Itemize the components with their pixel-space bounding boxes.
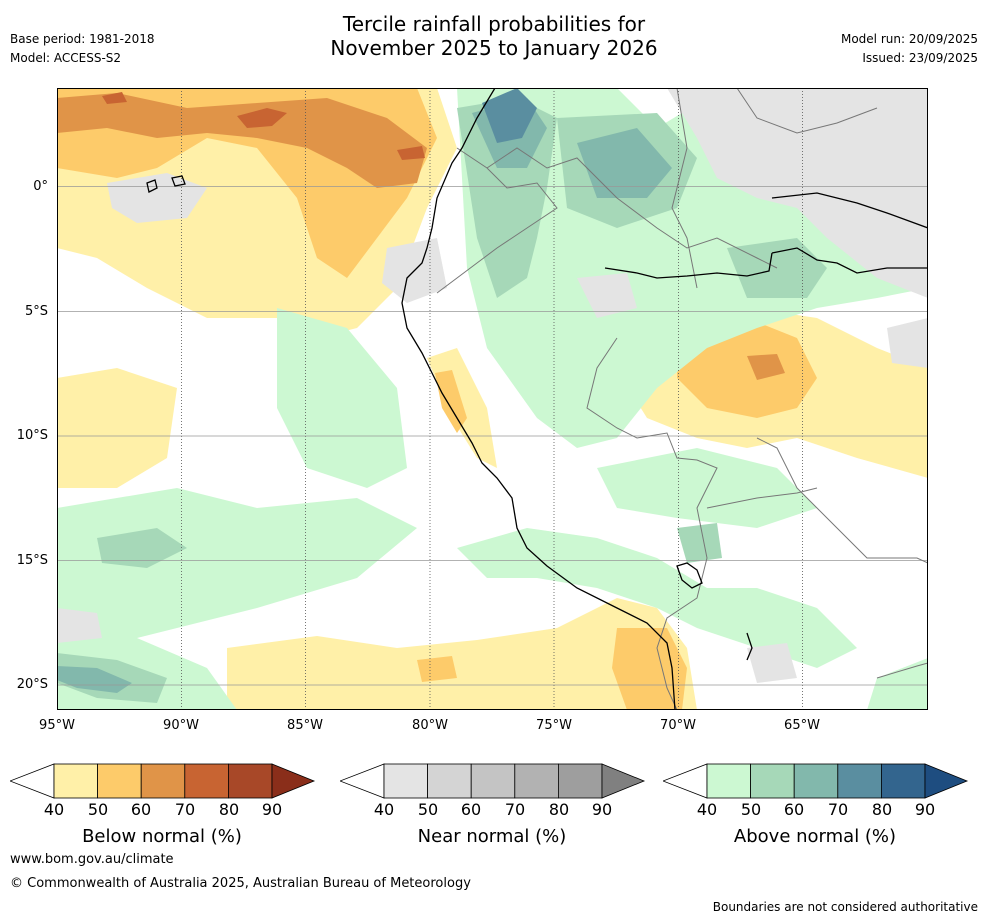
cbar-tick: 40 — [696, 800, 718, 819]
cbar-segment — [227, 763, 273, 799]
cbar-tick: 70 — [504, 800, 526, 819]
lat-label: 15°S — [16, 553, 48, 568]
near-normal-region — [747, 643, 797, 683]
below-normal-region — [57, 93, 427, 188]
disclaimer: Boundaries are not considered authoritat… — [712, 900, 978, 914]
lat-label: 0° — [33, 179, 48, 194]
cbar-segment — [184, 763, 229, 799]
cbar-segment — [140, 763, 186, 799]
near-normal-region — [57, 608, 102, 643]
above-normal-region — [677, 523, 722, 563]
model-run: Model run: 20/09/2025 — [840, 32, 978, 46]
lon-label: 80°W — [412, 718, 448, 733]
near-normal-label: Near normal (%) — [417, 826, 567, 847]
website-link[interactable]: www.bom.gov.au/climate — [10, 852, 174, 867]
cbar-segment — [706, 763, 751, 799]
lat-label: 10°S — [16, 428, 48, 443]
cbar-segment — [53, 763, 98, 799]
cbar-tick: 80 — [871, 800, 893, 819]
cbar-tick: 80 — [218, 800, 240, 819]
map-frame — [57, 88, 928, 710]
above-normal-region — [577, 128, 672, 198]
cbar-high-extend — [271, 763, 316, 799]
above-normal-region — [867, 658, 928, 710]
cbar-segment — [750, 763, 795, 799]
cbar-segment — [793, 763, 839, 799]
cbar-high-extend — [601, 763, 646, 799]
below-normal-region — [397, 146, 425, 160]
cbar-tick: 40 — [373, 800, 395, 819]
below-normal-region — [435, 370, 467, 433]
below-normal-region — [417, 656, 457, 682]
lon-label: 70°W — [660, 718, 696, 733]
below-normal-region — [57, 368, 177, 488]
title-line-2: November 2025 to January 2026 — [330, 36, 658, 60]
cbar-segment — [557, 763, 603, 799]
cbar-tick: 40 — [43, 800, 65, 819]
cbar-tick: 60 — [130, 800, 152, 819]
above-normal-region — [97, 528, 187, 568]
map-title: Tercile rainfall probabilities for Novem… — [0, 12, 988, 60]
below-normal-region — [102, 92, 127, 104]
cbar-segment — [97, 763, 142, 799]
below-normal-region — [237, 108, 287, 128]
cbar-segment — [427, 763, 472, 799]
rainfall-map — [57, 88, 928, 710]
base-period: Base period: 1981-2018 — [10, 32, 155, 46]
title-line-1: Tercile rainfall probabilities for — [342, 12, 646, 36]
near-normal-colorbar — [340, 763, 646, 799]
model-name: Model: ACCESS-S2 — [10, 51, 122, 65]
cbar-segment — [383, 763, 428, 799]
near-normal-region — [577, 273, 637, 318]
cbar-segment — [514, 763, 559, 799]
cbar-tick: 50 — [87, 800, 109, 819]
lon-label: 75°W — [536, 718, 572, 733]
cbar-low-extend — [663, 763, 708, 799]
lon-label: 65°W — [784, 718, 820, 733]
above-normal-label: Above normal (%) — [733, 826, 897, 847]
cbar-high-extend — [924, 763, 969, 799]
cbar-tick: 50 — [740, 800, 762, 819]
lat-label: 5°S — [24, 304, 48, 319]
cbar-tick: 90 — [261, 800, 283, 819]
cbar-segment — [837, 763, 882, 799]
cbar-tick: 90 — [591, 800, 613, 819]
above-normal-region — [277, 308, 407, 488]
parallel-gridlines — [57, 186, 928, 686]
cbar-segment — [880, 763, 926, 799]
lon-label: 90°W — [163, 718, 199, 733]
near-normal-region — [887, 318, 928, 368]
cbar-low-extend — [10, 763, 55, 799]
cbar-tick: 80 — [548, 800, 570, 819]
lon-label: 85°W — [287, 718, 323, 733]
above-normal-region — [457, 528, 857, 668]
below-normal-colorbar — [10, 763, 316, 799]
issued-date: Issued: 23/09/2025 — [862, 51, 978, 65]
copyright: © Commonwealth of Australia 2025, Austra… — [10, 876, 471, 891]
above-normal-region — [482, 88, 537, 143]
cbar-tick: 60 — [783, 800, 805, 819]
cbar-low-extend — [340, 763, 385, 799]
below-normal-region — [747, 354, 785, 380]
cbar-segment — [470, 763, 516, 799]
cbar-tick: 50 — [417, 800, 439, 819]
lat-label: 20°S — [16, 677, 48, 692]
lon-label: 95°W — [39, 718, 75, 733]
cbar-tick: 70 — [174, 800, 196, 819]
above-normal-region — [57, 666, 132, 693]
cbar-tick: 60 — [460, 800, 482, 819]
coastline — [146, 88, 928, 710]
near-normal-region — [667, 88, 928, 298]
near-normal-region — [107, 173, 207, 223]
below-normal-label: Below normal (%) — [82, 826, 242, 847]
country-borders — [436, 88, 928, 710]
cbar-tick: 90 — [914, 800, 936, 819]
above-normal-colorbar — [663, 763, 969, 799]
below-normal-region — [227, 598, 697, 710]
cbar-tick: 70 — [827, 800, 849, 819]
